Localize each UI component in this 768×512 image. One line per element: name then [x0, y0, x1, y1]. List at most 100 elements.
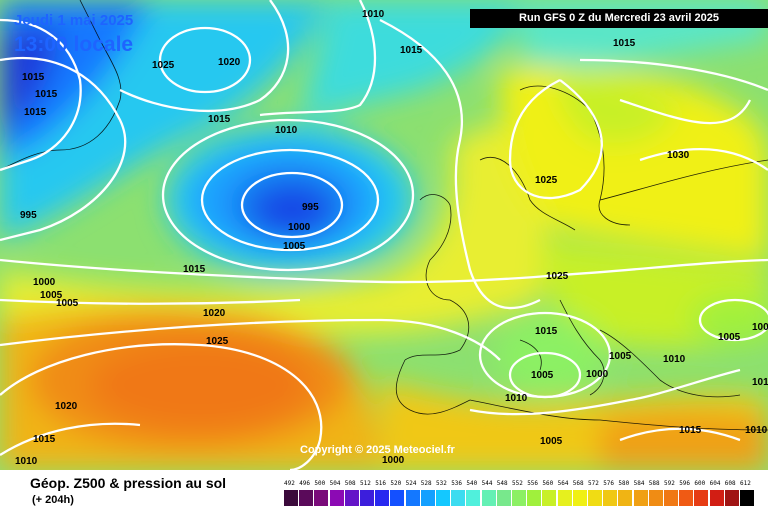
scale-swatch: [481, 490, 496, 506]
scale-label: 560: [542, 480, 554, 487]
isobar-label: 1015: [33, 434, 56, 445]
scale-label: 544: [481, 480, 493, 487]
scale-label: 612: [740, 480, 751, 487]
geopotential-color-field: [0, 0, 768, 470]
scale-label: 524: [405, 480, 417, 487]
isobar-label: 1020: [203, 308, 226, 319]
isobar-label: 1000: [288, 222, 311, 233]
scale-swatch: [375, 490, 390, 506]
scale-label: 608: [724, 480, 736, 487]
scale-label: 496: [299, 480, 311, 487]
scale-swatch: [588, 490, 602, 506]
isobar-label: 1000: [586, 369, 609, 380]
isobar-label: 1010: [745, 425, 768, 436]
scale-label: 532: [436, 480, 447, 487]
map-title: Géop. Z500 & pression au sol: [30, 475, 227, 491]
isobar-lines: [0, 0, 768, 470]
scale-swatch: [618, 490, 633, 506]
isobar-label: 1005: [718, 332, 741, 343]
scale-label: 600: [694, 480, 706, 487]
isobar-label: 1010: [505, 393, 528, 404]
isobar-label: 1010: [15, 456, 38, 467]
scale-label: 520: [390, 480, 402, 487]
isobar-label: 1015: [535, 326, 558, 337]
scale-label: 552: [512, 480, 523, 487]
isobar-labels: 1010 1015 1025 1020 1015 1015 1015 1015 …: [15, 9, 768, 467]
scale-swatch: [512, 490, 526, 506]
isobar-label: 1005: [283, 241, 306, 252]
copyright-notice: Copyright © 2025 Meteociel.fr: [300, 444, 455, 456]
forecast-lead-time: (+ 204h): [32, 494, 74, 506]
isobar-label: 1025: [206, 336, 229, 347]
scale-swatch: [664, 490, 678, 506]
scale-swatch: [284, 490, 298, 506]
isobar-label: 1005: [752, 322, 768, 333]
scale-label: 588: [648, 480, 660, 487]
scale-label: 592: [664, 480, 675, 487]
isobar-label: 1015: [613, 38, 636, 49]
isobar-label: 1015: [208, 114, 231, 125]
valid-time: 13:00 locale: [14, 33, 134, 56]
scale-swatch: [572, 490, 587, 506]
isobar-label: 995: [20, 210, 37, 221]
isobar-label: 1010: [752, 377, 768, 388]
scale-label: 572: [588, 480, 599, 487]
isobar-label: 1015: [400, 45, 423, 56]
scale-swatch: [740, 490, 754, 506]
coastlines: [0, 0, 768, 431]
isobar-label: 1005: [609, 351, 632, 362]
isobar-label: 1020: [55, 401, 78, 412]
isobar-label: 1005: [56, 298, 79, 309]
isobar-label: 1000: [33, 277, 56, 288]
isobar-label: 1010: [362, 9, 385, 20]
scale-swatch: [633, 490, 648, 506]
scale-label: 604: [709, 480, 721, 487]
scale-swatch: [344, 490, 359, 506]
scale-label: 536: [451, 480, 463, 487]
scale-swatch: [603, 490, 618, 506]
isobar-label: 1025: [152, 60, 175, 71]
isobar-label: 1010: [275, 125, 298, 136]
scale-swatch: [542, 490, 557, 506]
scale-swatch: [724, 490, 739, 506]
scale-swatch: [648, 490, 663, 506]
scale-swatch: [557, 490, 572, 506]
isobar-label: 1015: [679, 425, 702, 436]
scale-label: 580: [618, 480, 630, 487]
scale-swatch: [436, 490, 450, 506]
scale-swatch: [451, 490, 466, 506]
isobar-label: 1000: [382, 455, 405, 466]
scale-swatch: [694, 490, 709, 506]
isobar-label: 1015: [183, 264, 206, 275]
scale-swatch: [527, 490, 542, 506]
scale-swatch: [299, 490, 314, 506]
isobar-label: 1010: [663, 354, 686, 365]
scale-label: 516: [375, 480, 387, 487]
isobar-label: 1020: [218, 57, 241, 68]
scale-swatch: [405, 490, 420, 506]
scale-swatch: [329, 490, 344, 506]
z500-pressure-map: 1010 1015 1025 1020 1015 1015 1015 1015 …: [0, 0, 768, 470]
isobar-label: 1005: [531, 370, 554, 381]
scale-label: 540: [466, 480, 478, 487]
scale-swatch: [314, 490, 329, 506]
scale-swatch: [360, 490, 374, 506]
scale-swatch: [420, 490, 435, 506]
scale-label: 584: [633, 480, 645, 487]
scale-swatch: [390, 490, 405, 506]
isobar-label: 1005: [40, 290, 63, 301]
scale-label: 492: [284, 480, 295, 487]
isobar-label: 1015: [22, 72, 45, 83]
scale-swatch: [466, 490, 481, 506]
scale-label: 564: [557, 480, 569, 487]
scale-label: 576: [603, 480, 615, 487]
isobar-label: 1015: [35, 89, 58, 100]
scale-label: 512: [360, 480, 371, 487]
scale-label: 500: [314, 480, 326, 487]
isobar-label: 1030: [667, 150, 690, 161]
scale-label: 548: [496, 480, 508, 487]
run-info-banner: Run GFS 0 Z du Mercredi 23 avril 2025: [470, 9, 768, 28]
isobar-label: 995: [302, 202, 319, 213]
scale-label: 528: [420, 480, 432, 487]
